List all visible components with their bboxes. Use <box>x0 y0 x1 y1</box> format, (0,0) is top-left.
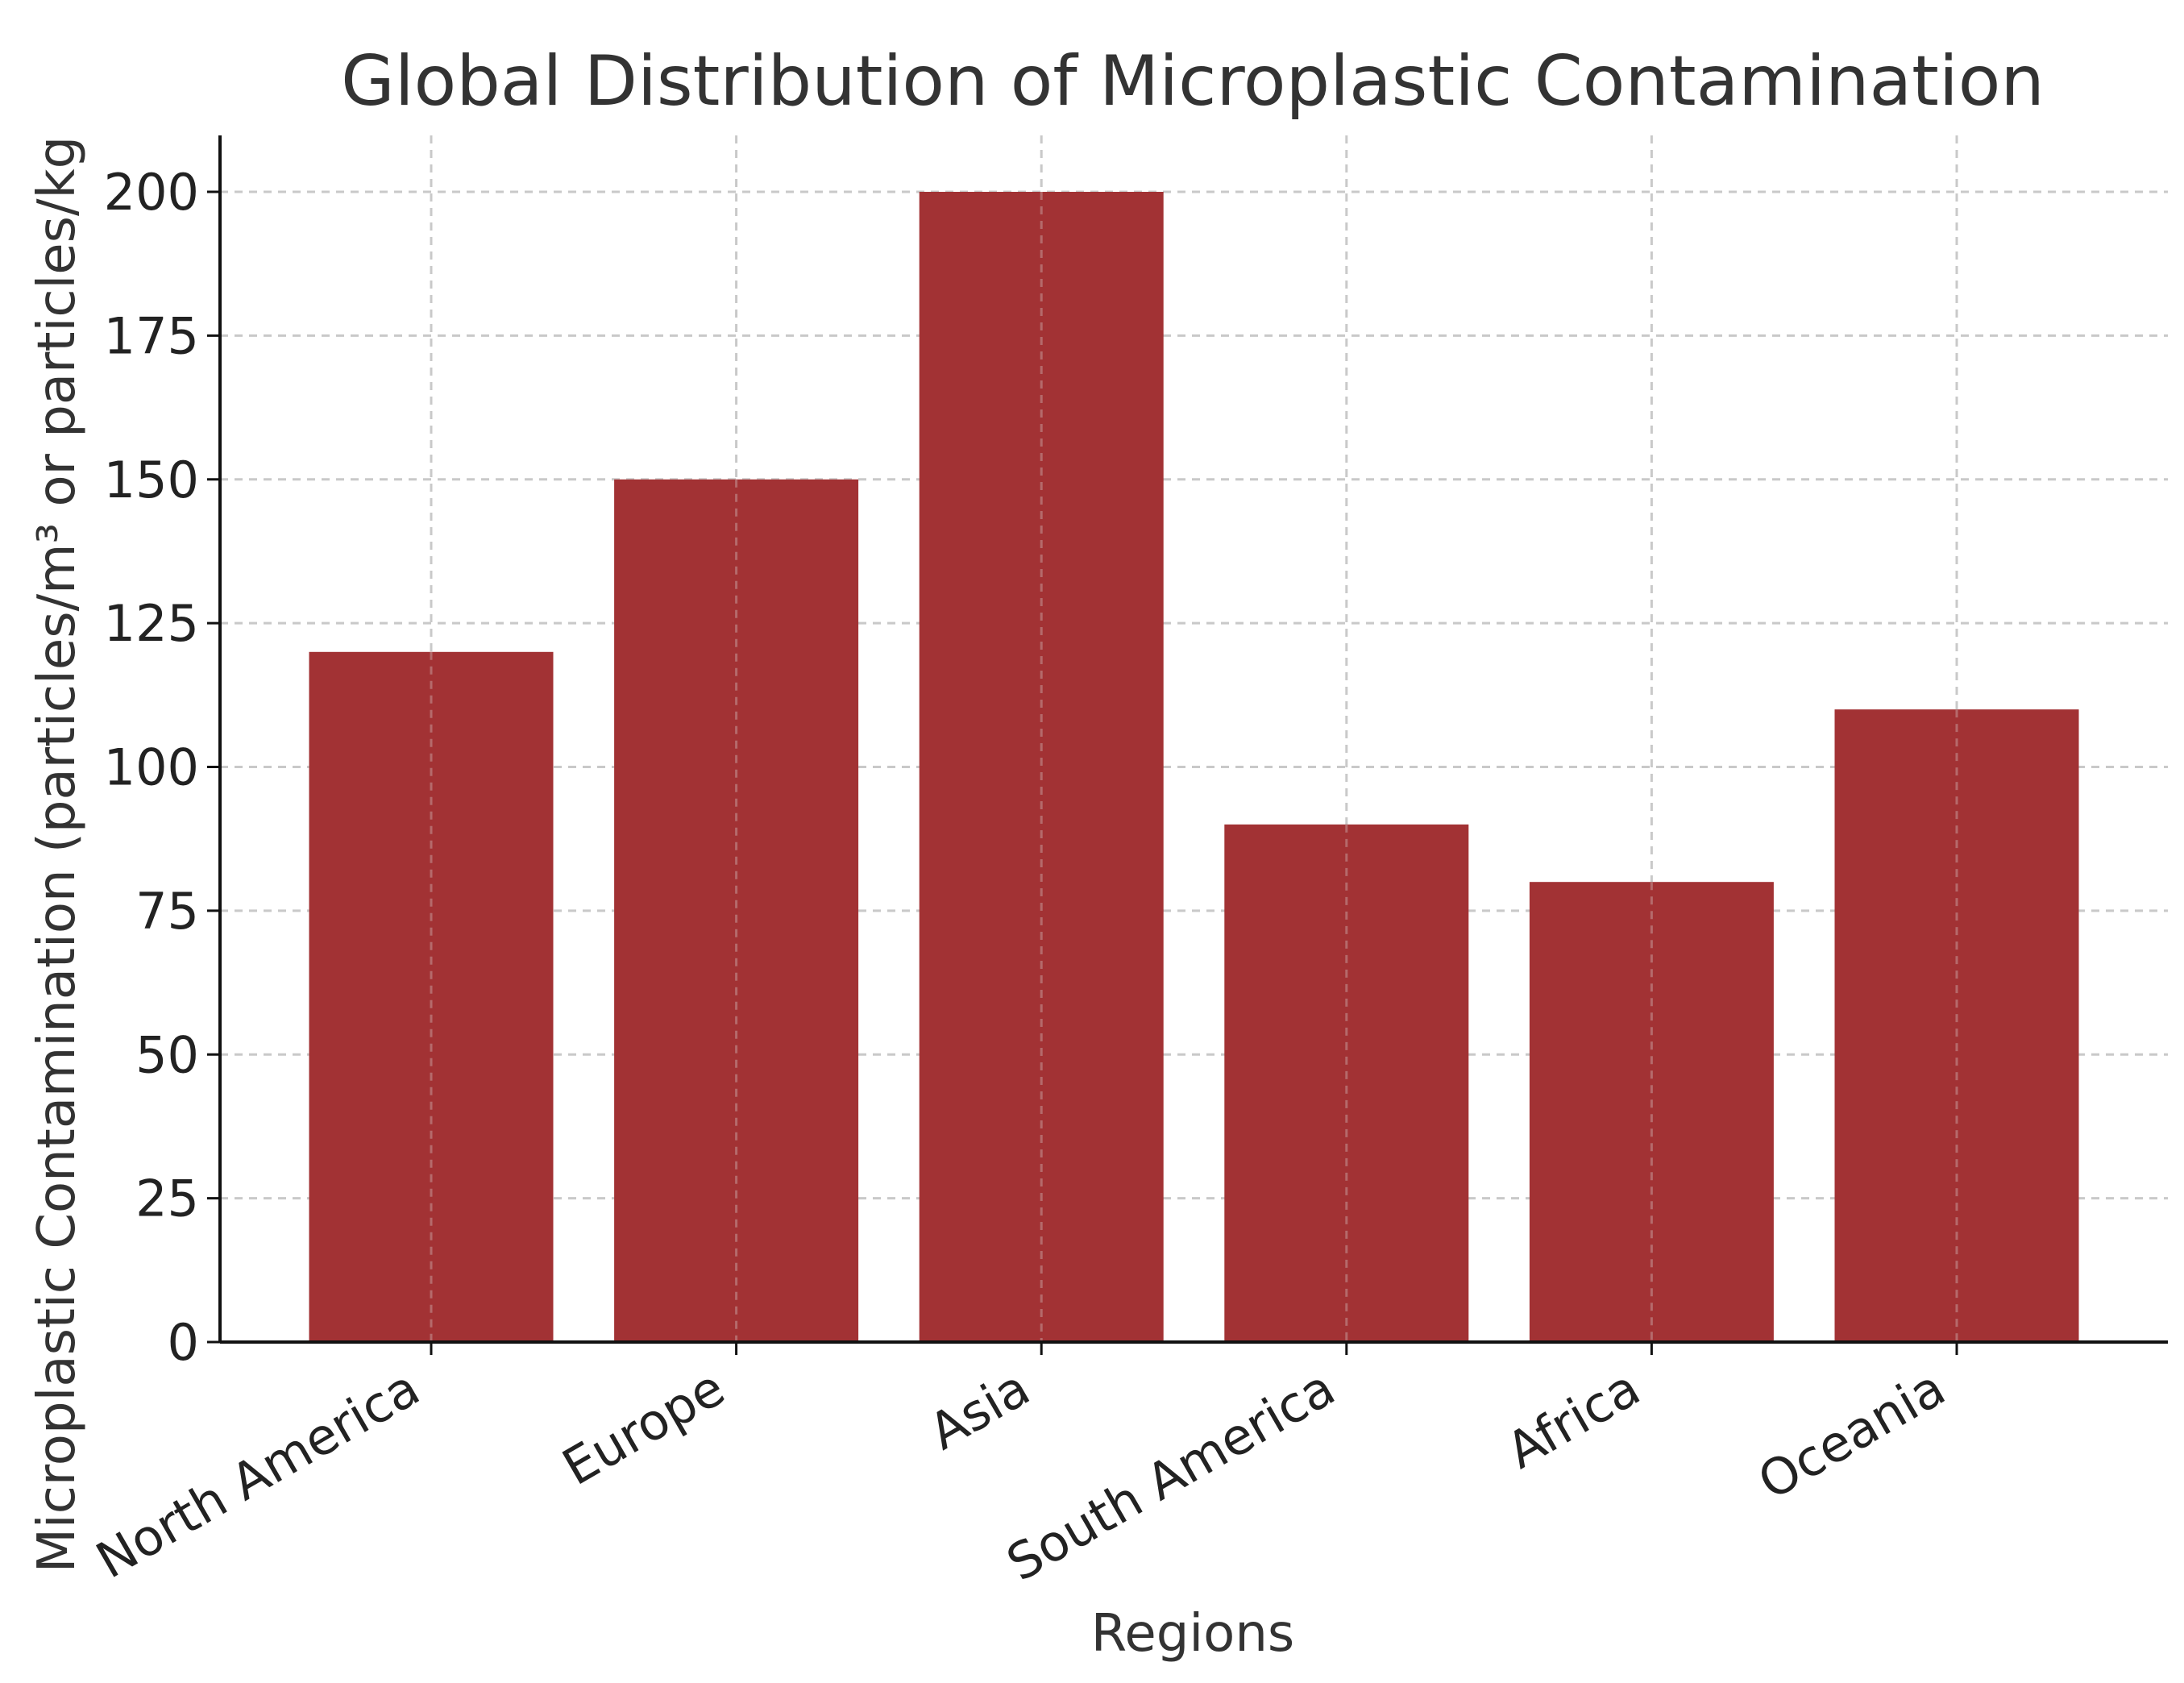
x-tick-label: Asia <box>920 1358 1040 1461</box>
bar <box>1529 882 1774 1342</box>
y-tick-label: 0 <box>168 1313 199 1372</box>
x-tick-label: Oceania <box>1748 1358 1954 1511</box>
y-tick-label: 200 <box>104 163 199 222</box>
chart-title: Global Distribution of Microplastic Cont… <box>341 41 2045 122</box>
bar <box>1224 824 1469 1342</box>
x-tick-label: Africa <box>1497 1358 1650 1481</box>
y-tick-label: 175 <box>104 306 199 365</box>
y-tick-label: 75 <box>135 882 199 941</box>
y-tick-label: 50 <box>135 1025 199 1084</box>
y-axis-ticks: 0 25 50 75 100 125 150 175 200 <box>104 163 220 1372</box>
y-tick-label: 125 <box>104 594 199 653</box>
bars <box>309 192 2079 1342</box>
y-tick-label: 150 <box>104 451 199 509</box>
y-tick-label: 25 <box>135 1170 199 1228</box>
x-tick-label: Europe <box>553 1358 734 1497</box>
x-tick-label: South America <box>997 1358 1344 1593</box>
y-tick-label: 100 <box>104 738 199 797</box>
bar <box>309 651 554 1342</box>
x-tick-label: North America <box>86 1358 429 1590</box>
y-axis-label: Microplastic Contamination (particles/m³… <box>27 136 87 1573</box>
x-axis-label: Regions <box>1091 1604 1294 1664</box>
